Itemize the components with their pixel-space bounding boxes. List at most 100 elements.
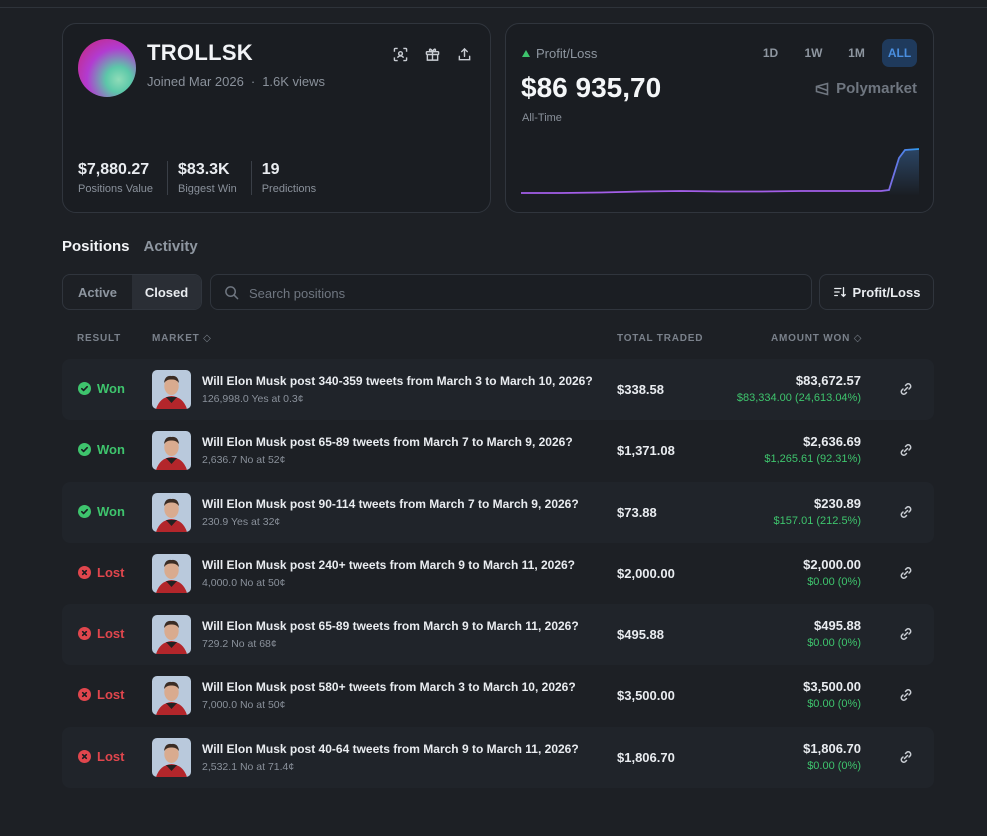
position-detail: 2,532.1 No at 71.4¢ [202,760,295,773]
amount-won: $2,000.00 $0.00 (0%) [803,557,861,588]
amount-won-value: $495.88 [814,618,861,634]
x-circle-icon [78,565,91,579]
table-row[interactable]: Lost Will Elon Musk post 65-89 tweets fr… [62,604,934,666]
check-circle-icon [78,382,91,395]
result-label: Lost [97,687,125,703]
tab-activity[interactable]: Activity [143,238,198,255]
x-circle-icon [78,688,91,702]
search-box [210,274,812,311]
range-1d[interactable]: 1D [762,46,779,60]
link-icon[interactable] [898,749,914,765]
filter-closed-button[interactable]: Closed [132,275,201,309]
column-amount-won-label: AMOUNT WON [771,333,851,344]
sort-button[interactable]: Profit/Loss [819,274,934,310]
result-badge: Won [78,381,125,396]
total-traded: $2,000.00 [617,565,675,581]
profile-card: TROLLSK Joined Mar 2026 · 1.6K views $7,88… [62,23,491,213]
status-filter: Active Closed [62,274,202,310]
amount-won-value: $3,500.00 [803,679,861,695]
tab-positions[interactable]: Positions [62,238,130,255]
search-icon [225,286,239,300]
pnl-label: Profit/Loss [522,46,597,61]
column-market-label: MARKET [152,333,200,344]
market-title[interactable]: Will Elon Musk post 90-114 tweets from M… [202,496,579,511]
result-badge: Lost [78,626,124,641]
market-title[interactable]: Will Elon Musk post 65-89 tweets from Ma… [202,619,579,634]
profile-stats: $7,880.27 Positions Value $83.3K Biggest… [78,161,340,195]
link-icon[interactable] [898,687,914,703]
profile-meta: Joined Mar 2026 · 1.6K views [147,74,325,89]
positions-table: Won Will Elon Musk post 340-359 tweets f… [62,359,934,788]
gift-icon[interactable] [422,44,442,64]
view-count: 1.6K views [262,74,326,89]
table-row[interactable]: Won Will Elon Musk post 90-114 tweets fr… [62,481,934,543]
share-icon[interactable] [454,44,474,64]
check-circle-icon [78,504,91,518]
position-detail: 4,000.0 No at 50¢ [202,576,286,589]
result-badge: Won [78,442,125,457]
profit-value: $0.00 (0%) [807,575,861,588]
x-circle-icon [78,627,91,641]
column-market[interactable]: MARKET ◇ [152,333,212,344]
stat-predictions: 19 Predictions [262,161,330,195]
stat-positions-value: $7,880.27 Positions Value [78,161,169,195]
sort-diamond-icon: ◇ [853,333,863,344]
filter-active-button[interactable]: Active [77,284,118,300]
market-title[interactable]: Will Elon Musk post 40-64 tweets from Ma… [202,741,579,756]
amount-won: $3,500.00 $0.00 (0%) [803,679,861,710]
link-icon[interactable] [898,381,914,397]
profile-name: TROLLSK [147,40,253,65]
profit-value: $0.00 (0%) [807,637,861,650]
pnl-sparkline [521,148,919,196]
stat-value: 19 [261,161,280,178]
sort-label: Profit/Loss [852,284,921,300]
amount-won-value: $2,636.69 [803,434,861,450]
total-traded: $1,371.08 [617,443,675,459]
profit-value: $0.00 (0%) [807,759,861,772]
result-label: Won [97,442,125,458]
link-icon[interactable] [898,504,914,520]
amount-won: $83,672.57 $83,334.00 (24,613.04%) [737,373,861,404]
scan-icon[interactable] [390,44,410,64]
result-label: Won [97,503,125,519]
amount-won-value: $1,806.70 [803,740,861,756]
table-row[interactable]: Lost Will Elon Musk post 240+ tweets fro… [62,543,934,604]
market-title[interactable]: Will Elon Musk post 340-359 tweets from … [202,374,593,388]
total-traded: $495.88 [617,627,664,643]
result-badge: Lost [78,687,124,702]
link-icon[interactable] [898,442,914,458]
market-thumbnail [152,737,191,777]
check-circle-icon [78,443,91,457]
polymarket-logo-icon [815,81,829,96]
link-icon[interactable] [898,626,914,642]
market-title[interactable]: Will Elon Musk post 580+ tweets from Mar… [202,680,576,695]
result-label: Won [97,381,125,396]
market-thumbnail [152,553,191,593]
range-all[interactable]: ALL [882,39,917,67]
table-row[interactable]: Lost Will Elon Musk post 580+ tweets fro… [62,665,934,726]
table-row[interactable]: Lost Will Elon Musk post 40-64 tweets fr… [62,726,934,788]
stat-label: Biggest Win [178,183,237,195]
market-title[interactable]: Will Elon Musk post 240+ tweets from Mar… [202,557,576,572]
profit-loss-card: Profit/Loss $86 935,70 All-Time 1D 1W 1M… [505,23,934,213]
avatar [78,39,136,97]
range-1w[interactable]: 1W [804,46,823,60]
position-detail: 126,998.0 Yes at 0.3¢ [202,393,304,405]
amount-won-value: $2,000.00 [803,556,861,572]
range-1m[interactable]: 1M [848,46,865,60]
tab-bar: Positions Activity [62,238,198,255]
stat-value: $7,880.27 [78,161,150,178]
column-amount-won[interactable]: AMOUNT WON ◇ [771,333,862,344]
table-row[interactable]: Won Will Elon Musk post 340-359 tweets f… [62,359,934,420]
sparkline-line [521,148,919,194]
total-traded: $1,806.70 [617,749,675,765]
stat-value: $83.3K [178,161,230,178]
search-input[interactable] [247,275,801,311]
joined-date: Joined Mar 2026 [147,74,244,89]
result-label: Lost [97,748,125,764]
market-title[interactable]: Will Elon Musk post 65-89 tweets from Ma… [202,435,573,450]
table-row[interactable]: Won Will Elon Musk post 65-89 tweets fro… [62,420,934,481]
stat-label: Predictions [261,183,317,195]
total-traded: $3,500.00 [617,688,675,704]
link-icon[interactable] [898,565,914,581]
